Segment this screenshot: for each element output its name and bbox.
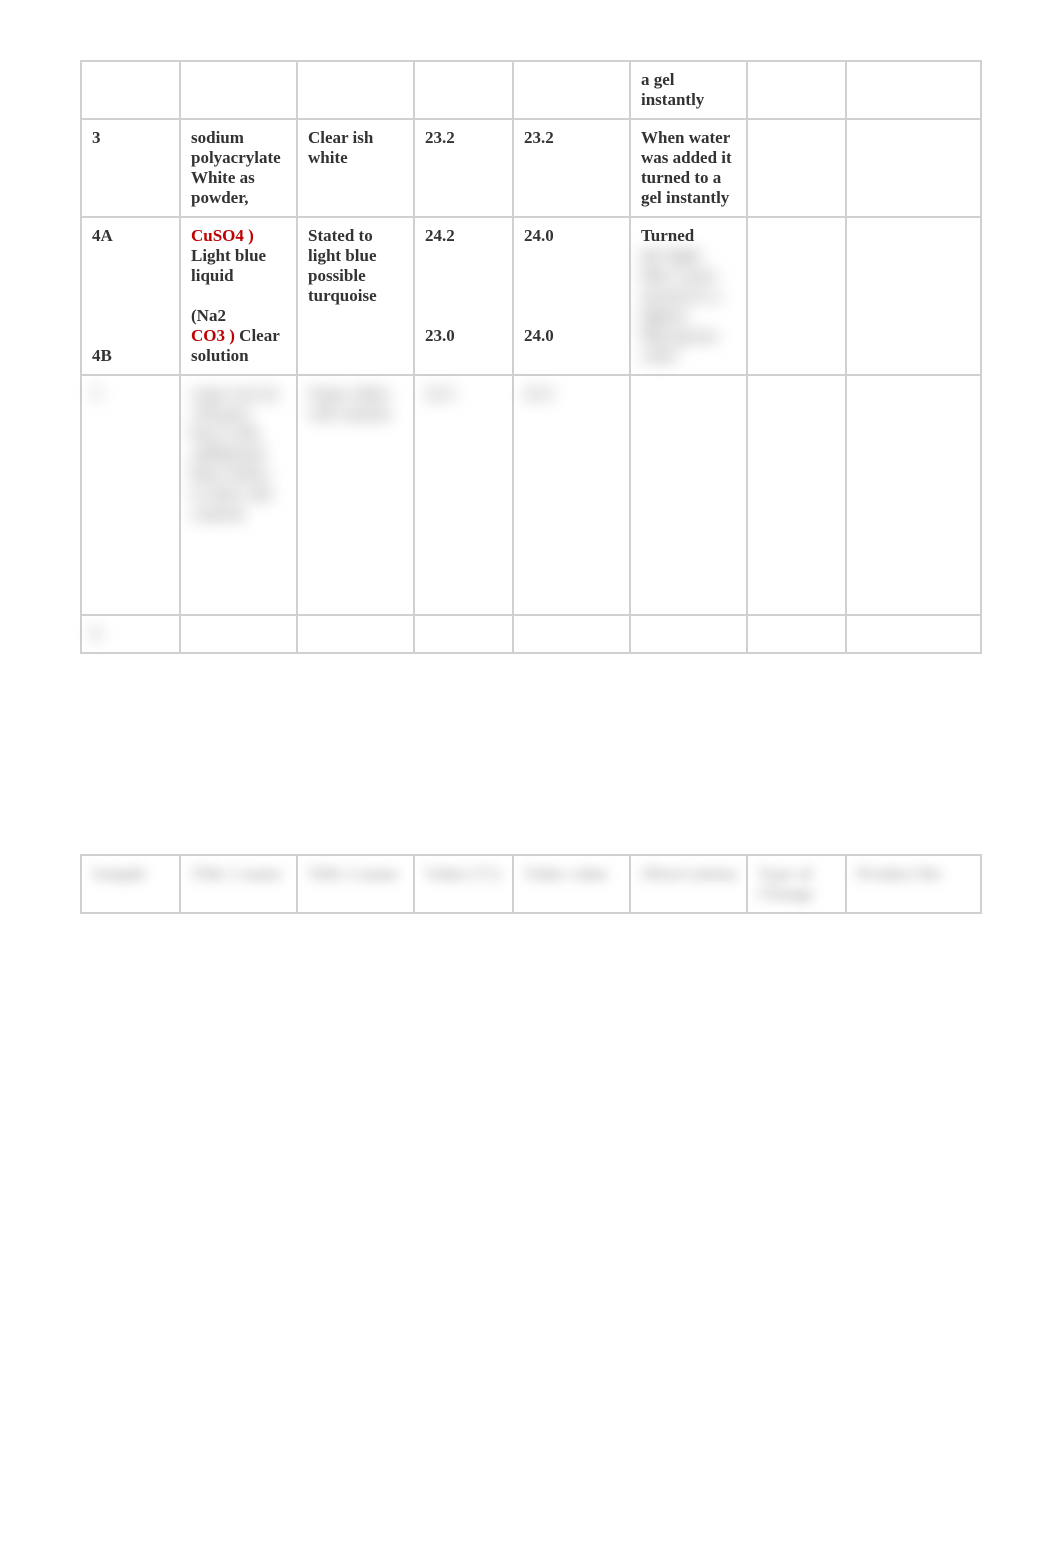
cell: 24.2 23.0 bbox=[414, 217, 513, 375]
cell: When water was added it turned to a gel … bbox=[630, 119, 747, 217]
cell bbox=[747, 119, 846, 217]
cell bbox=[297, 615, 414, 653]
cell: Turned the light blue water turned to a … bbox=[630, 217, 747, 375]
cell: some text in cell goes here with additio… bbox=[180, 375, 297, 615]
cell bbox=[414, 61, 513, 119]
cell: Title 2 name bbox=[297, 855, 414, 913]
cell bbox=[846, 375, 981, 615]
data-table-2: Sample Title 1 name Title 2 name Value (… bbox=[80, 854, 982, 914]
cell bbox=[297, 61, 414, 119]
main-table-container: a gel instantly 3 sodium polyacrylate Wh… bbox=[80, 60, 982, 654]
cell: 22.5 bbox=[513, 375, 630, 615]
cell bbox=[747, 61, 846, 119]
cell bbox=[846, 119, 981, 217]
table-row: a gel instantly bbox=[81, 61, 981, 119]
cell bbox=[180, 615, 297, 653]
cell: Stated to light blue possible turquoise bbox=[297, 217, 414, 375]
cell bbox=[846, 615, 981, 653]
cell-visible-text: Turned bbox=[641, 226, 694, 245]
spacer bbox=[80, 654, 982, 854]
cell-sample-id: 4A 4B bbox=[81, 217, 180, 375]
cell bbox=[630, 615, 747, 653]
cell: Observations bbox=[630, 855, 747, 913]
cell: 22.5 bbox=[414, 375, 513, 615]
table-row-blurred: 5 some text in cell goes here with addit… bbox=[81, 375, 981, 615]
cell: 23.2 bbox=[414, 119, 513, 217]
cell: 24.0 24.0 bbox=[513, 217, 630, 375]
cell: a gel instantly bbox=[630, 61, 747, 119]
cell: Sample bbox=[81, 855, 180, 913]
cell bbox=[747, 217, 846, 375]
cell bbox=[180, 61, 297, 119]
cell bbox=[81, 61, 180, 119]
cell: 6 bbox=[81, 615, 180, 653]
cell: Type of Change bbox=[747, 855, 846, 913]
cell: Some other cell content bbox=[297, 375, 414, 615]
cell: sodium polyacrylate White as powder, bbox=[180, 119, 297, 217]
cell: CuSO4 ) Light blue liquid(Na2CO3 ) Clear… bbox=[180, 217, 297, 375]
table-row-blurred: 6 bbox=[81, 615, 981, 653]
second-table-container: Sample Title 1 name Title 2 name Value (… bbox=[80, 854, 982, 914]
table-row: 4A 4B CuSO4 ) Light blue liquid(Na2CO3 )… bbox=[81, 217, 981, 375]
cell bbox=[513, 61, 630, 119]
cell-sample-id: 3 bbox=[81, 119, 180, 217]
cell bbox=[630, 375, 747, 615]
data-table-1: a gel instantly 3 sodium polyacrylate Wh… bbox=[80, 60, 982, 654]
table-row: 3 sodium polyacrylate White as powder, C… bbox=[81, 119, 981, 217]
cell bbox=[747, 615, 846, 653]
cell: Value value bbox=[513, 855, 630, 913]
cell: 5 bbox=[81, 375, 180, 615]
blurred-text: the light blue water turned to a lighter… bbox=[641, 246, 721, 365]
cell: Product list bbox=[846, 855, 981, 913]
cell bbox=[747, 375, 846, 615]
cell bbox=[846, 61, 981, 119]
table-header-row-blurred: Sample Title 1 name Title 2 name Value (… bbox=[81, 855, 981, 913]
cell bbox=[846, 217, 981, 375]
cell: 23.2 bbox=[513, 119, 630, 217]
cell: Clear ish white bbox=[297, 119, 414, 217]
cell bbox=[414, 615, 513, 653]
cell: Value (°C) bbox=[414, 855, 513, 913]
cell: Title 1 name bbox=[180, 855, 297, 913]
cell bbox=[513, 615, 630, 653]
